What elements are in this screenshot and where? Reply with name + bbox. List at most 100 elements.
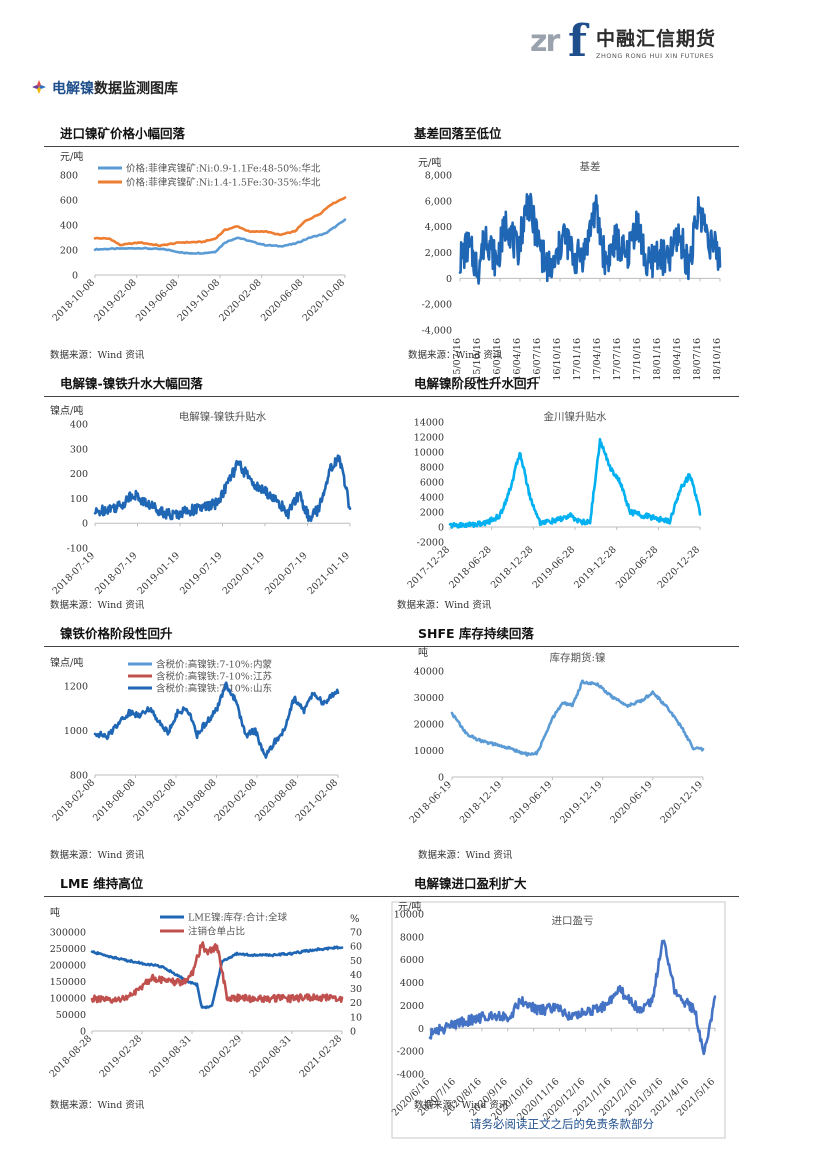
y2-tick-label: 60 bbox=[350, 942, 362, 953]
y-tick-label: 6,000 bbox=[425, 196, 452, 207]
y-tick-label: 50000 bbox=[56, 1010, 86, 1021]
y-tick-label: 4000 bbox=[420, 493, 444, 504]
x-tick-label: 18/10/16 bbox=[712, 338, 723, 381]
section-title: 基差回落至低位 bbox=[414, 126, 502, 141]
y-tick-label: 200 bbox=[70, 469, 88, 480]
x-tick-label: 18/04/16 bbox=[672, 338, 683, 381]
series-line bbox=[90, 941, 344, 1004]
series-line bbox=[93, 196, 347, 248]
y-tick-label: 200 bbox=[60, 246, 78, 257]
chart-title: 基差 bbox=[580, 160, 601, 173]
y-tick-label: 800 bbox=[60, 171, 78, 182]
section-title: LME 维持高位 bbox=[60, 876, 144, 891]
disclaimer-footer: 请务必阅读正文之后的免责条款部分 bbox=[470, 1117, 654, 1131]
y-tick-label: 300 bbox=[70, 444, 88, 455]
legend-label: LME镍:库存:合计:全球 bbox=[188, 912, 288, 924]
series-line bbox=[458, 192, 722, 285]
series-line bbox=[93, 681, 340, 759]
y-tick-label: 10000 bbox=[414, 448, 444, 459]
y-tick-label: 0 bbox=[80, 1027, 86, 1038]
y-tick-label: 2000 bbox=[400, 1001, 424, 1012]
data-source-note: 数据来源：Wind 资讯 bbox=[50, 1100, 145, 1111]
y-axis-unit: 元/吨 bbox=[60, 150, 83, 163]
section-title: SHFE 库存持续回落 bbox=[418, 626, 534, 641]
chart-frame bbox=[391, 901, 726, 1139]
y-tick-label: 14000 bbox=[414, 418, 444, 429]
y-tick-label: -2000 bbox=[417, 538, 444, 549]
y-axis-unit: 元/吨 bbox=[398, 900, 421, 913]
x-tick-label: 17/04/16 bbox=[592, 338, 603, 381]
divider bbox=[44, 146, 739, 147]
y2-axis-unit: % bbox=[350, 914, 360, 925]
logo-english-name: ZHONG RONG HUI XIN FUTURES bbox=[596, 52, 714, 60]
x-tick-label: 18/01/16 bbox=[652, 338, 663, 381]
x-tick-label: 16/10/16 bbox=[552, 338, 563, 381]
y-tick-label: 2000 bbox=[420, 508, 444, 519]
data-source-note: 数据来源：Wind 资讯 bbox=[397, 600, 492, 611]
y-tick-label: 1200 bbox=[64, 682, 88, 693]
x-tick-label: 15/10/16 bbox=[472, 338, 483, 381]
section-title: 电解镍进口盈利扩大 bbox=[414, 876, 527, 891]
y-tick-label: -4,000 bbox=[422, 326, 452, 337]
y-tick-label: 200000 bbox=[50, 961, 86, 972]
series-line bbox=[93, 454, 352, 523]
page-title-rest: 数据监测图库 bbox=[94, 81, 178, 97]
legend-label: 注销仓单占比 bbox=[188, 926, 245, 938]
y-tick-label: 8000 bbox=[420, 463, 444, 474]
logo-mark-f: f bbox=[568, 16, 587, 67]
data-source-note: 数据来源：Wind 资讯 bbox=[408, 350, 503, 361]
chart-title: 库存期货:镍 bbox=[549, 651, 605, 664]
y-tick-label: 300000 bbox=[50, 928, 86, 939]
y-tick-label: 150000 bbox=[50, 977, 86, 988]
y-tick-label: 12000 bbox=[414, 433, 444, 444]
divider bbox=[44, 396, 739, 397]
series-line bbox=[93, 218, 347, 255]
y-tick-label: -100 bbox=[67, 544, 88, 555]
section-title: 电解镍-镍铁升水大幅回落 bbox=[60, 376, 203, 391]
x-tick-label: 17/01/16 bbox=[572, 338, 583, 381]
page-title: 电解镍数据监测图库 bbox=[32, 78, 178, 98]
y-tick-label: 4,000 bbox=[425, 222, 452, 233]
y-tick-label: -4000 bbox=[397, 1070, 424, 1081]
series-line bbox=[428, 939, 717, 1056]
x-tick-label: 16/01/16 bbox=[492, 338, 503, 381]
y-tick-label: 0 bbox=[438, 523, 444, 534]
legend-label: 价格:菲律宾镍矿:Ni:1.4-1.5Fe:30-35%:华北 bbox=[126, 177, 321, 189]
y-axis-unit: 元/吨 bbox=[418, 156, 441, 169]
legend-label: 含税价:高镍铁:7-10%:江苏 bbox=[156, 671, 272, 683]
y-tick-label: 6000 bbox=[400, 955, 424, 966]
y-tick-label: -2,000 bbox=[422, 300, 452, 311]
y2-tick-label: 50 bbox=[350, 956, 362, 967]
y2-tick-label: 40 bbox=[350, 970, 362, 981]
x-tick-label: 17/10/16 bbox=[632, 338, 643, 381]
divider bbox=[44, 646, 739, 647]
y-tick-label: 10000 bbox=[414, 746, 444, 757]
data-source-note: 数据来源：Wind 资讯 bbox=[50, 350, 145, 361]
series-line bbox=[450, 679, 705, 757]
y-tick-label: 30000 bbox=[414, 693, 444, 704]
y2-tick-label: 10 bbox=[350, 1012, 362, 1023]
y-axis-unit: 镍点/吨 bbox=[50, 404, 83, 417]
legend-label: 价格:菲律宾镍矿:Ni:0.9-1.1Fe:48-50%:华北 bbox=[126, 163, 321, 175]
y-tick-label: 8000 bbox=[400, 932, 424, 943]
y-axis-unit: 镍点/吨 bbox=[50, 656, 83, 669]
page-title-highlight: 电解镍 bbox=[52, 81, 94, 97]
y-tick-label: 0 bbox=[446, 274, 452, 285]
data-source-note: 数据来源：Wind 资讯 bbox=[414, 1100, 509, 1111]
x-tick-label: 16/04/16 bbox=[512, 338, 523, 381]
y-tick-label: -2000 bbox=[397, 1047, 424, 1058]
logo-chinese-name: 中融汇信期货 bbox=[596, 28, 717, 50]
y-tick-label: 800 bbox=[70, 771, 88, 782]
y-tick-label: 0 bbox=[418, 1024, 424, 1035]
y-tick-label: 0 bbox=[82, 519, 88, 530]
x-tick-label: 17/07/16 bbox=[612, 338, 623, 381]
y-tick-label: 400 bbox=[60, 221, 78, 232]
y-axis-unit: 吨 bbox=[418, 646, 428, 659]
